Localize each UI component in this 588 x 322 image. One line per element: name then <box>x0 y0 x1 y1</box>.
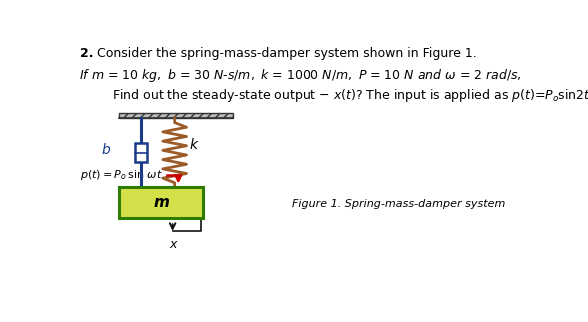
Text: Figure 1. Spring-mass-damper system: Figure 1. Spring-mass-damper system <box>292 199 506 209</box>
Text: $\it{If}$ $\it{m}$ = 10 $\it{kg,}$ $\it{b}$ = 30 $\it{N\text{-}s/m,}$ $\it{k}$ =: $\it{If}$ $\it{m}$ = 10 $\it{kg,}$ $\it{… <box>79 67 522 84</box>
Text: 2.: 2. <box>81 47 94 60</box>
Text: b: b <box>102 143 111 157</box>
Text: $p(t) = P_o\,\sin\,\omega t$: $p(t) = P_o\,\sin\,\omega t$ <box>81 167 163 182</box>
Text: k: k <box>190 138 198 152</box>
Text: Consider the spring-mass-damper system shown in Figure 1.: Consider the spring-mass-damper system s… <box>97 47 477 60</box>
Text: m: m <box>153 195 169 210</box>
Bar <box>119 187 203 218</box>
Text: Find out the steady-state output $-$ $x(t)$? The input is applied as $p(t)$=$P_o: Find out the steady-state output $-$ $x(… <box>112 87 588 104</box>
Bar <box>135 143 147 162</box>
Bar <box>119 112 233 118</box>
Text: x: x <box>169 238 176 251</box>
